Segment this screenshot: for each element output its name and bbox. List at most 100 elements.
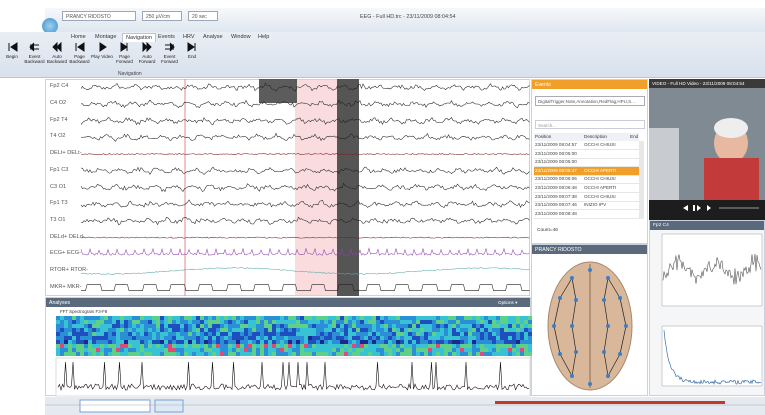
montage-title: PRANCY RIDOSTO — [532, 245, 647, 254]
ribbon-button[interactable]: Auto Forward — [135, 42, 159, 64]
ribbon-tab[interactable]: Events — [155, 33, 178, 41]
event-search[interactable]: Search... — [535, 120, 645, 129]
ribbon-button[interactable]: Event Forward — [158, 42, 182, 64]
spectrogram-cell — [436, 344, 440, 348]
spectrogram-cell — [324, 336, 328, 340]
spectrogram-cell — [324, 348, 328, 352]
ribbon-button[interactable]: Event Backward — [23, 42, 47, 64]
timebase-dropdown[interactable]: 20 sec — [188, 11, 218, 21]
spectrogram-cell — [380, 324, 384, 328]
spectrogram-cell — [276, 352, 280, 356]
spectrogram-cell — [164, 324, 168, 328]
ribbon-button[interactable]: Page Forward — [113, 42, 137, 64]
spectrogram-cell — [516, 332, 520, 336]
ribbon-tab[interactable]: Window — [228, 33, 254, 41]
ribbon-button[interactable]: Auto Backward — [45, 42, 69, 64]
button-label: Page Backward — [69, 54, 89, 64]
spectrogram-cell — [108, 324, 112, 328]
spectrogram-cell — [380, 344, 384, 348]
spectrogram-cell — [64, 332, 68, 336]
event-position: 23/11/2009 08:05:00 — [535, 151, 577, 156]
spectrogram-cell — [84, 320, 88, 324]
channel-label: Fp2 C4 — [50, 83, 68, 89]
spectrogram-cell — [56, 328, 60, 332]
ribbon-tab[interactable]: Navigation — [122, 33, 156, 42]
spectrogram-cell — [140, 352, 144, 356]
spectrogram-cell — [252, 320, 256, 324]
event-row[interactable]: 23/11/2009 08:08:48 — [534, 210, 639, 219]
event-position: 23/11/2009 08:04:57 — [535, 142, 577, 147]
event-filter[interactable]: DigitalTrigger,Note,Annotation,RedFlag,H… — [535, 96, 645, 106]
spectrogram-cell — [528, 352, 532, 356]
ribbon-tab[interactable]: Home — [68, 33, 89, 41]
spectrogram-cell — [472, 324, 476, 328]
spectrogram-cell — [124, 336, 128, 340]
ribbon-tab[interactable]: Help — [255, 33, 272, 41]
spectrogram-cell — [148, 336, 152, 340]
ribbon-tab[interactable]: Montage — [92, 33, 119, 41]
spectrogram-cell — [136, 332, 140, 336]
spectrogram-cell — [268, 352, 272, 356]
column-header[interactable]: Description — [584, 134, 607, 139]
spectrogram-cell — [220, 316, 224, 320]
spectrogram-cell — [144, 324, 148, 328]
spectrogram-cell — [108, 348, 112, 352]
spectrogram-cell — [148, 328, 152, 332]
spectrogram-cell — [388, 328, 392, 332]
spectrogram-cell — [392, 336, 396, 340]
spectrogram-cell — [300, 328, 304, 332]
electrode — [558, 352, 562, 356]
column-header[interactable]: Position — [535, 134, 551, 139]
column-header[interactable]: End — [630, 134, 638, 139]
spectrogram-cell — [80, 340, 84, 344]
spectrogram-cell — [376, 352, 380, 356]
spectrogram-cell — [260, 336, 264, 340]
spectrogram-cell — [152, 352, 156, 356]
spectrogram-cell — [476, 352, 480, 356]
spectrogram-cell — [500, 344, 504, 348]
spectrogram-cell — [432, 336, 436, 340]
ribbon-button[interactable]: Play Video — [90, 42, 114, 59]
ribbon-tab[interactable]: HRV — [180, 33, 198, 41]
spectrogram-cell — [520, 320, 524, 324]
ribbon-button[interactable]: End — [180, 42, 204, 59]
spectrogram-cell — [356, 324, 360, 328]
spectrogram-cell — [68, 324, 72, 328]
spectrogram-cell — [244, 324, 248, 328]
spectrogram-cell — [264, 348, 268, 352]
spectrogram-cell — [292, 324, 296, 328]
scrollbar[interactable] — [639, 141, 644, 219]
spectrogram-cell — [476, 348, 480, 352]
spectrogram-cell — [84, 324, 88, 328]
spectrogram-cell — [280, 332, 284, 336]
spectrogram-cell — [172, 336, 176, 340]
spectrogram-cell — [196, 316, 200, 320]
spectrogram-cell — [436, 336, 440, 340]
spectrogram-cell — [404, 332, 408, 336]
spectrogram-cell — [448, 344, 452, 348]
spectrogram-cell — [308, 316, 312, 320]
electrode — [574, 350, 578, 354]
spectrogram-cell — [528, 340, 532, 344]
spectrogram-cell — [116, 352, 120, 356]
spectrogram-cell — [108, 332, 112, 336]
sensitivity-dropdown[interactable]: 250 µV/cm — [142, 11, 182, 21]
spectrogram-cell — [364, 324, 368, 328]
spectrogram-cell — [284, 324, 288, 328]
patient-dropdown[interactable]: PRANCY RIDOSTO — [62, 11, 136, 21]
ribbon-button[interactable]: Page Backward — [68, 42, 92, 64]
spectrogram-cell — [272, 344, 276, 348]
spectrogram-cell — [512, 320, 516, 324]
spectrogram-cell — [440, 344, 444, 348]
ribbon-tab[interactable]: Analyse — [200, 33, 226, 41]
spectrogram-cell — [336, 348, 340, 352]
spectrogram-cell — [360, 352, 364, 356]
spectrogram-cell — [340, 328, 344, 332]
ribbon-button[interactable]: Begin — [0, 42, 24, 59]
spectrogram-cell — [388, 316, 392, 320]
spectrogram-cell — [276, 328, 280, 332]
spectrogram-cell — [220, 324, 224, 328]
spectrogram-cell — [512, 348, 516, 352]
spectrogram-cell — [176, 348, 180, 352]
spectrogram-cell — [520, 348, 524, 352]
